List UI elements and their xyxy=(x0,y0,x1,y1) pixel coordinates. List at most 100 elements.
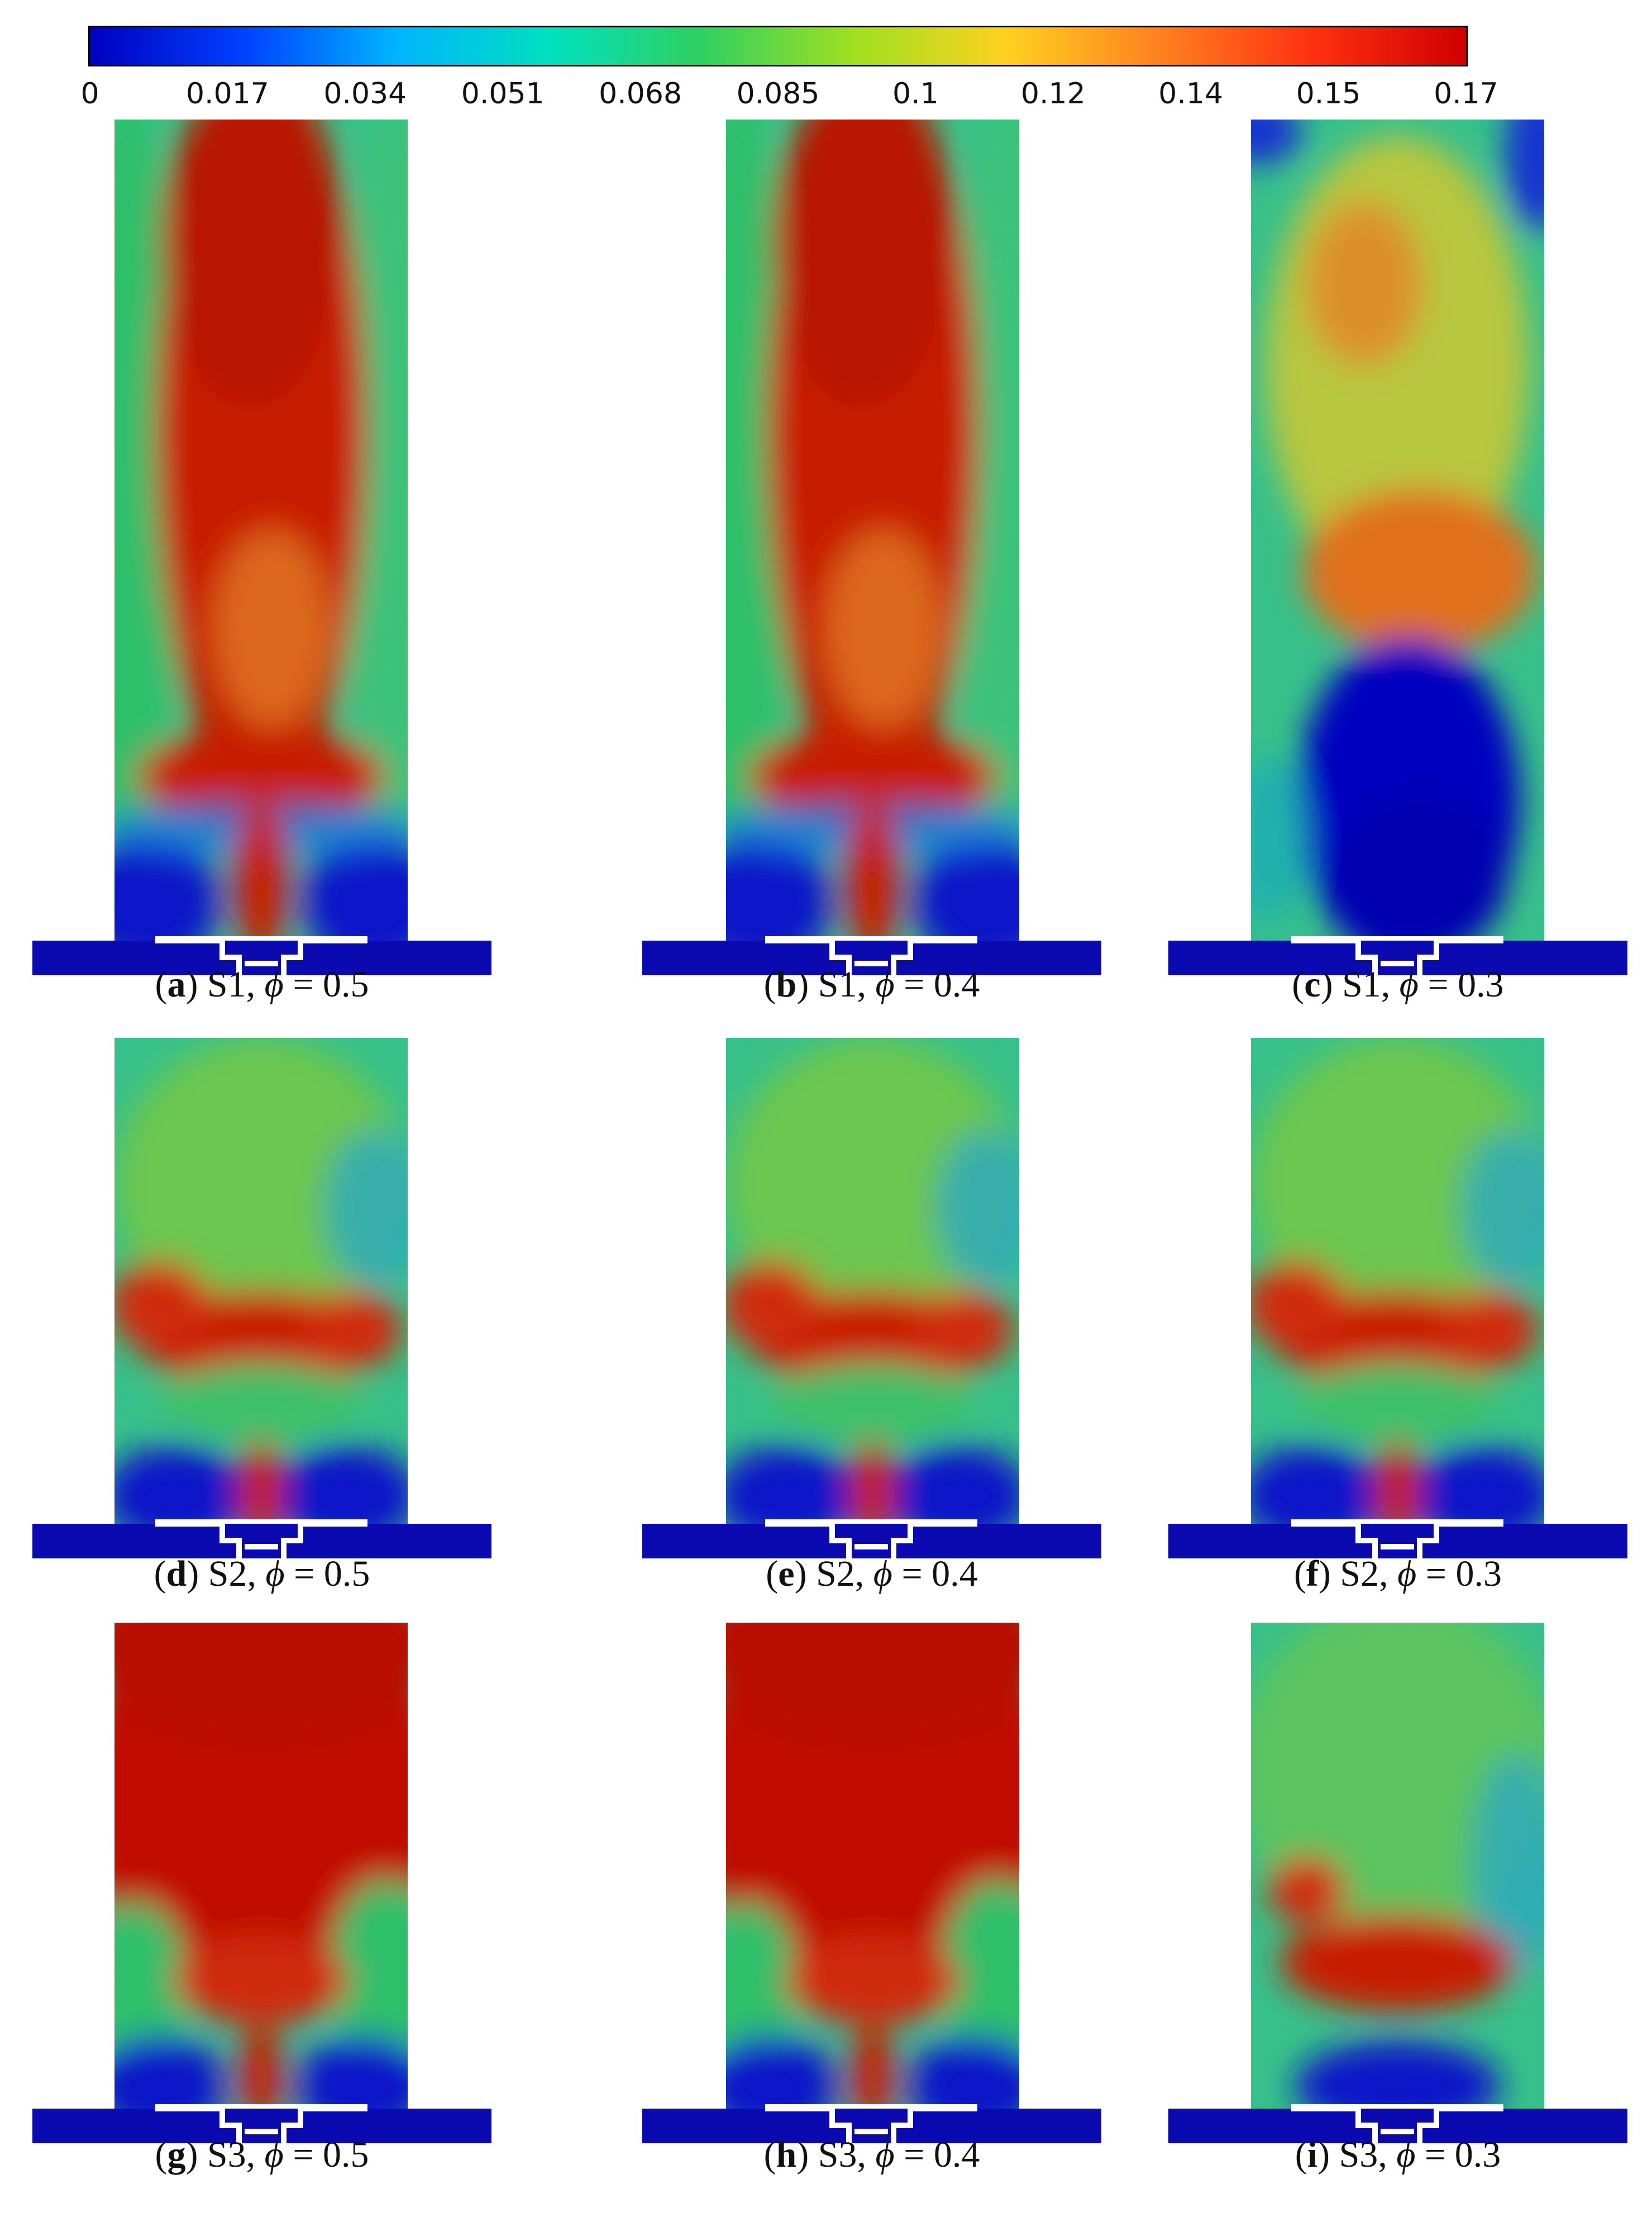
blue-band xyxy=(114,801,408,857)
panel-caption: (d) S2, ϕ = 0.5 xyxy=(154,1553,370,1594)
colorbar-tick-label: 0.17 xyxy=(1434,77,1498,111)
green-pockets xyxy=(158,1363,364,1442)
cyan-patch xyxy=(935,1129,1019,1286)
colorbar-tick-label: 0.017 xyxy=(185,77,269,111)
panel-caption: (g) S3, ϕ = 0.5 xyxy=(155,2134,369,2175)
cyan-patch xyxy=(324,1129,408,1286)
warm-core xyxy=(213,530,331,727)
caption-scheme: S1 xyxy=(207,964,246,1005)
field-background xyxy=(1251,1038,1544,1524)
panel-caption: (f) S2, ϕ = 0.3 xyxy=(1293,1553,1502,1594)
nozzle-lip xyxy=(1291,2104,1503,2109)
nozzle-outline xyxy=(1291,1521,1503,1558)
cold-zone-right xyxy=(913,835,1019,941)
flame-sheet xyxy=(1280,1914,1515,2011)
hot-plume-top xyxy=(162,120,338,407)
caption-phi-value: = 0.3 xyxy=(1427,964,1504,1005)
cold-zone-right xyxy=(885,1446,1019,1524)
cold-zone-left xyxy=(114,835,221,941)
colorbar-tick-label: 0.068 xyxy=(599,77,682,111)
caption-phi-symbol: ϕ xyxy=(1397,1553,1417,1594)
panel-caption: (i) S3, ϕ = 0.3 xyxy=(1295,2134,1501,2175)
hot-plume xyxy=(155,120,367,801)
green-pockets xyxy=(1295,1363,1501,1442)
cyan-patch xyxy=(1460,1129,1544,1286)
caption-letter: f xyxy=(1306,1553,1319,1594)
cold-zone-left xyxy=(114,2036,226,2109)
cyan-left xyxy=(1251,756,1307,924)
caption-letter: a xyxy=(167,964,186,1005)
burner-plate xyxy=(32,941,491,975)
flame-lobe-right xyxy=(302,1290,402,1369)
field-background xyxy=(114,1038,408,1524)
caption-letter: e xyxy=(778,1553,795,1594)
caption-scheme: S1 xyxy=(818,964,857,1005)
warm-upper xyxy=(1266,136,1530,596)
caption-phi-symbol: ϕ xyxy=(264,2134,284,2175)
caption-letter: d xyxy=(166,1553,187,1594)
colorbar: 0 0.017 0.034 0.051 0.068 0.085 0.1 0.12 0.14 0.1… xyxy=(0,0,1652,123)
inlet-jet xyxy=(233,801,289,941)
flame-fingers xyxy=(785,1935,961,2025)
panel-caption: (h) S3, ϕ = 0.4 xyxy=(763,2134,980,2175)
cold-zone xyxy=(1295,2042,1501,2109)
nozzle-lip xyxy=(765,936,977,941)
hot-plume-top xyxy=(774,120,949,407)
cold-zone-right xyxy=(296,2036,408,2109)
colorbar-tick-label: 0.15 xyxy=(1296,77,1361,111)
flame-lobe-left xyxy=(1251,1260,1346,1350)
flame-lobe-left xyxy=(114,1260,209,1350)
nozzle-outline xyxy=(1291,938,1503,975)
nozzle-outline xyxy=(155,1521,367,1558)
green-pockets xyxy=(770,1363,976,1442)
blue-band xyxy=(726,801,1019,857)
nozzle-center xyxy=(245,1544,278,1549)
flame-front xyxy=(1274,1290,1521,1388)
caption-phi-symbol: ϕ xyxy=(265,1553,285,1594)
caption-phi-symbol: ϕ xyxy=(264,964,284,1005)
caption-phi-value: = 0.3 xyxy=(1425,1553,1502,1594)
caption-scheme: S2 xyxy=(816,1553,855,1594)
green-lower-left xyxy=(726,1902,799,2070)
caption-phi-value: = 0.4 xyxy=(901,1553,978,1594)
hot-region xyxy=(114,1623,408,2011)
cold-zone-left xyxy=(726,1446,860,1524)
colorbar-tick-label: 0.085 xyxy=(736,77,820,111)
colorbar-ramp xyxy=(88,26,1468,66)
cold-zone-left xyxy=(1251,1446,1385,1524)
caption-phi-symbol: ϕ xyxy=(875,964,895,1005)
cold-zone-right xyxy=(274,1446,408,1524)
cold-zone-core xyxy=(1332,790,1508,941)
nozzle-outline xyxy=(155,2106,367,2143)
burner-plate xyxy=(1168,1524,1627,1558)
nozzle-center xyxy=(245,2129,278,2134)
nozzle-center xyxy=(854,2129,888,2134)
caption-phi-value: = 0.5 xyxy=(293,964,369,1005)
outer-green-right xyxy=(958,120,1019,900)
cold-zone-right xyxy=(302,835,408,941)
nozzle-lip xyxy=(1291,936,1503,941)
field-background xyxy=(726,1623,1019,2109)
caption-letter: g xyxy=(167,2134,186,2175)
colorbar-tick-label: 0.12 xyxy=(1020,77,1086,111)
outer-green-right xyxy=(346,120,408,900)
nozzle-lip xyxy=(155,936,367,941)
nozzle-center xyxy=(854,961,888,966)
caption-phi-value: = 0.4 xyxy=(904,964,980,1005)
green-lower-left xyxy=(114,1902,187,2070)
flame-front xyxy=(749,727,996,826)
cold-zone-left xyxy=(726,2036,838,2109)
nozzle-lip xyxy=(765,2104,977,2109)
outer-green-left xyxy=(114,120,176,900)
green-lower-right xyxy=(941,1880,1019,2070)
field-background xyxy=(114,120,408,941)
flame-lobe-left xyxy=(726,1260,821,1350)
cyan-right xyxy=(1472,1754,1544,1977)
